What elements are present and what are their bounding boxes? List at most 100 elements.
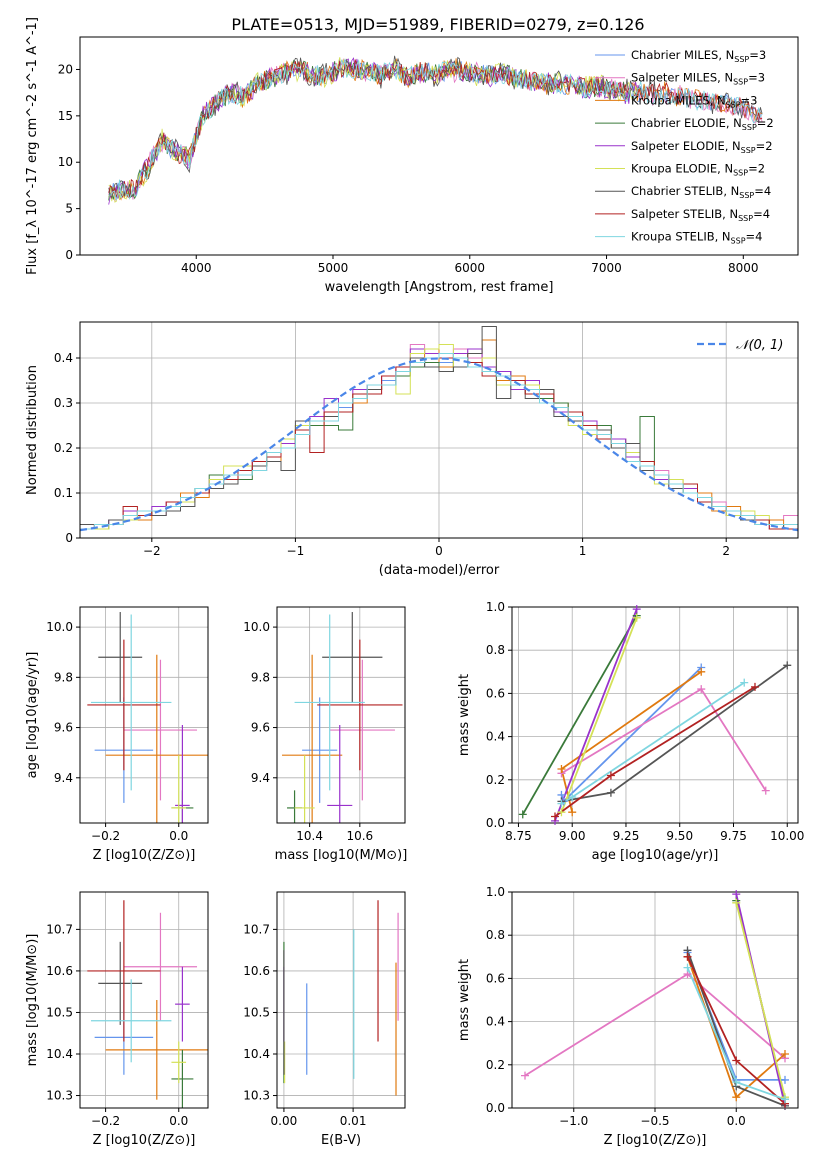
weight_vs_Z-marker — [521, 1071, 529, 1080]
residuals-ytick-label: 0.2 — [54, 441, 73, 455]
spectrum-legend-label: Salpeter STELIB, NSSP=4 — [631, 207, 770, 223]
weight_vs_age-xlabel: age [log10(age/yr)] — [592, 848, 719, 863]
weight_vs_Z-xtick-label: −1.0 — [559, 1114, 588, 1128]
residuals-xtick-label: −2 — [143, 544, 161, 558]
weight_vs_age-ytick-label: 0.6 — [486, 686, 505, 700]
mass_vs_Z-ytick-label: 10.5 — [46, 1005, 73, 1019]
spectrum-ytick-label: 0 — [65, 248, 73, 262]
legend-nssp: =4 — [754, 184, 771, 198]
age_vs_mass-frame — [276, 606, 406, 824]
weight_vs_Z-xtick-label: 0.0 — [727, 1114, 746, 1128]
legend-subscript: SSP — [739, 191, 754, 200]
age_vs_mass-panel: 10.4 10.6 9.4 9.6 9.8 10.0 mass [log10(M/M⊙)] — [243, 606, 407, 863]
weight_vs_age-marker — [783, 661, 792, 670]
weight_vs_Z-ytick-label: 1.0 — [486, 885, 505, 899]
legend-nssp: =3 — [748, 71, 765, 85]
weight_vs_age-marker — [606, 788, 615, 797]
mass_vs_Z-ytick-label: 10.3 — [46, 1089, 73, 1103]
spectrum-legend: Chabrier MILES, NSSP=3 Salpeter MILES, NS… — [595, 48, 774, 246]
age_vs_Z-frame — [79, 606, 209, 824]
age_vs_Z-xtick-label: −0.2 — [91, 829, 120, 843]
age_vs_mass-ytick-label: 9.4 — [251, 771, 270, 785]
residuals-xtick-label: −1 — [287, 544, 305, 558]
legend-nssp: =2 — [748, 162, 765, 176]
weight_vs_Z-line — [735, 902, 786, 1098]
spectrum-legend-label: Salpeter ELODIE, NSSP=2 — [631, 139, 773, 155]
spectrum-xtick-label: 7000 — [591, 261, 622, 275]
spectrum-ytick-label: 5 — [65, 202, 73, 216]
weight_vs_Z-xtick-label: −0.5 — [640, 1114, 669, 1128]
mass_vs_Z-frame — [79, 891, 209, 1109]
age_vs_Z-ytick-label: 10.0 — [46, 620, 73, 634]
mass_vs_Z-ytick-label: 10.7 — [46, 922, 73, 936]
weight_vs_Z-ytick-label: 0.0 — [486, 1101, 505, 1115]
weight_vs_Z-marker — [732, 1078, 741, 1087]
age_vs_Z-ytick-label: 9.8 — [54, 670, 73, 684]
spectrum-legend-label: Kroupa ELODIE, NSSP=2 — [631, 162, 765, 178]
residuals-xtick-label: 2 — [722, 544, 730, 558]
mass_vs_ebv-plot-area — [283, 900, 399, 1096]
weight_vs_age-marker — [697, 667, 706, 676]
mass_vs_ebv-xlabel: E(B-V) — [321, 1133, 361, 1148]
age_vs_mass-ytick-label: 9.8 — [251, 670, 270, 684]
residuals-ytick-label: 0.3 — [54, 396, 73, 410]
age_vs_mass-ytick-label: 10.0 — [243, 620, 270, 634]
spectrum-legend-label: Chabrier STELIB, NSSP=4 — [631, 184, 771, 200]
legend-subscript: SSP — [738, 214, 753, 223]
weight_vs_age-ytick-label: 0.4 — [486, 730, 505, 744]
legend-nssp: =3 — [749, 48, 766, 62]
weight_vs_Z-marker — [683, 963, 692, 972]
weight_vs_age-xtick-label: 10.00 — [770, 829, 804, 843]
weight_vs_age-marker — [740, 678, 749, 687]
residuals-panel: −2 −1 0 1 2 0 0.1 0.2 0.3 0.4 (data-model)/error No… — [25, 321, 799, 578]
weight_vs_age-xtick-label: 8.75 — [505, 829, 532, 843]
weight_vs_Z-ytick-label: 0.2 — [486, 1058, 505, 1072]
mass_vs_Z-xtick-label: −0.2 — [91, 1114, 120, 1128]
legend-nssp: =4 — [753, 207, 770, 221]
age_vs_Z-ytick-label: 9.6 — [54, 721, 73, 735]
mass_vs_Z-xtick-label: 0.0 — [169, 1114, 188, 1128]
weight_vs_age-marker — [568, 808, 577, 817]
weight_vs_age-marker — [557, 808, 566, 817]
legend-subscript: SSP — [733, 78, 748, 87]
spectrum-xtick-label: 8000 — [728, 261, 759, 275]
weight_vs_age-marker — [632, 605, 641, 614]
legend-subscript: SSP — [741, 146, 756, 155]
spectrum-legend-label: Chabrier ELODIE, NSSP=2 — [631, 116, 774, 132]
gaussian-curve — [80, 357, 798, 532]
weight_vs_age-ytick-label: 0.2 — [486, 773, 505, 787]
weight_vs_Z-ylabel: mass weight — [457, 959, 472, 1041]
age_vs_mass-ytick-label: 9.6 — [251, 721, 270, 735]
age_vs_Z-xlabel: Z [log10(Z/Z⊙)] — [93, 848, 196, 863]
weight_vs_age-marker — [518, 810, 527, 819]
mass_vs_Z-ytick-label: 10.4 — [46, 1047, 73, 1061]
weight_vs_age-xtick-label: 9.00 — [559, 829, 586, 843]
mass_vs_Z-ytick-label: 10.6 — [46, 964, 73, 978]
legend-subscript: SSP — [731, 237, 746, 246]
weight_vs_Z-ytick-label: 0.8 — [486, 928, 505, 942]
gaussian-legend-label: 𝒩(0, 1) — [736, 338, 783, 353]
weight_vs_age-marker — [697, 685, 706, 694]
spectrum-legend-label: Kroupa STELIB, NSSP=4 — [631, 230, 762, 246]
weight_vs_age-marker — [568, 793, 577, 802]
legend-nssp: =3 — [741, 93, 758, 107]
residuals-ytick-label: 0.1 — [54, 486, 73, 500]
figure-title: PLATE=0513, MJD=51989, FIBERID=0279, z=0… — [231, 15, 644, 34]
weight_vs_age-ytick-label: 1.0 — [486, 600, 505, 614]
spectrum-xlabel: wavelength [Angstrom, rest frame] — [325, 280, 554, 295]
spectrum-legend-label: Chabrier MILES, NSSP=3 — [631, 48, 766, 64]
spectrum-plot-area — [108, 55, 763, 205]
weight_vs_age-marker — [557, 799, 566, 808]
residuals-ylabel: Normed distribution — [25, 365, 40, 495]
age_vs_mass-plot-area — [282, 612, 403, 823]
weight_vs_age-marker — [606, 771, 615, 780]
weight_vs_age-frame — [511, 606, 799, 824]
age_vs_Z-ylabel: age [log10(age/yr)] — [25, 652, 40, 779]
legend-nssp: =2 — [756, 139, 773, 153]
mass_vs_ebv-ytick-label: 10.4 — [243, 1047, 270, 1061]
weight_vs_Z-ytick-label: 0.4 — [486, 1015, 505, 1029]
weight_vs_Z-marker — [781, 1075, 789, 1084]
mass_vs_Z-xlabel: Z [log10(Z/Z⊙)] — [93, 1133, 196, 1148]
legend-subscript: SSP — [742, 123, 757, 132]
spectrum-xtick-label: 6000 — [454, 261, 485, 275]
